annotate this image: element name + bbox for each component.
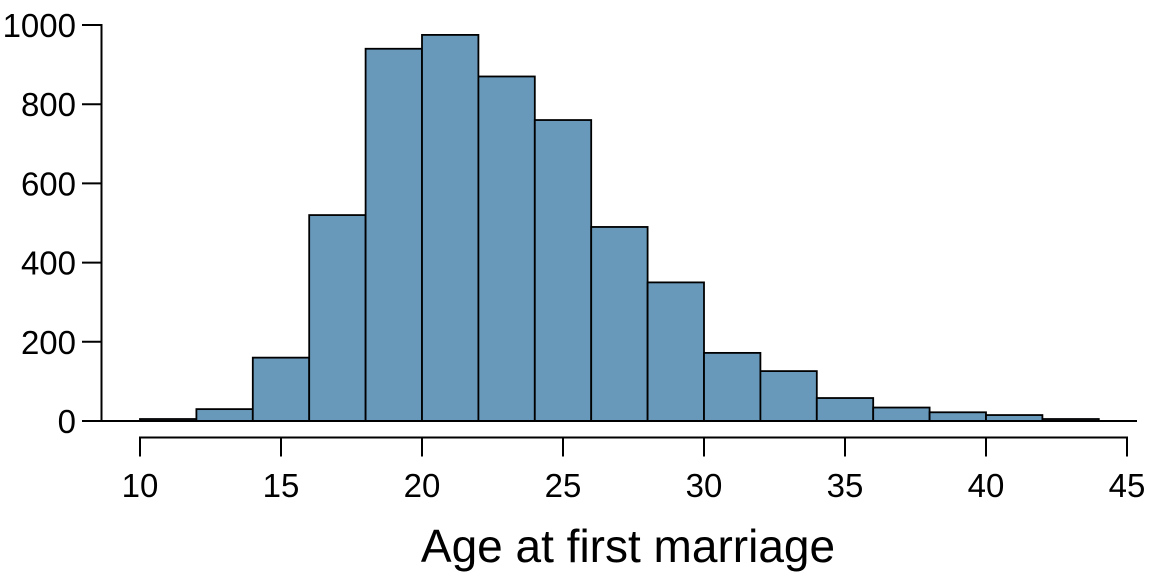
histogram-bar-26-28 <box>590 226 649 422</box>
x-axis-title: Age at first marriage <box>421 520 835 572</box>
y-tick-label-800: 800 <box>21 86 76 123</box>
histogram-bar-12-14 <box>195 408 254 422</box>
histogram-bar-38-40 <box>928 411 987 422</box>
x-tick-label-35: 35 <box>827 467 864 504</box>
x-tick-label-20: 20 <box>404 467 441 504</box>
x-tick-label-30: 30 <box>686 467 723 504</box>
x-tick-label-40: 40 <box>968 467 1005 504</box>
y-tick-label-0: 0 <box>58 403 76 440</box>
x-tick-label-45: 45 <box>1109 467 1146 504</box>
histogram-bar-16-18 <box>308 214 367 422</box>
y-tick-label-400: 400 <box>21 245 76 282</box>
y-tick-label-600: 600 <box>21 165 76 202</box>
histogram-bar-20-22 <box>421 34 480 422</box>
histogram-bar-36-38 <box>872 406 931 422</box>
y-tick-label-1000: 1000 <box>3 7 76 44</box>
histogram-bar-34-36 <box>815 397 875 422</box>
histogram-bar-18-20 <box>364 47 423 422</box>
histogram-bar-28-30 <box>646 281 705 422</box>
x-tick-label-25: 25 <box>545 467 582 504</box>
histogram-bar-30-32 <box>703 351 762 422</box>
x-axis: 10 15 20 25 30 35 40 45 <box>122 436 1146 504</box>
y-axis: 0 200 400 600 800 1000 <box>3 7 103 440</box>
histogram-bar-32-34 <box>759 370 818 422</box>
x-tick-label-15: 15 <box>263 467 300 504</box>
histogram-bars <box>139 34 1100 422</box>
y-tick-label-200: 200 <box>21 324 76 361</box>
x-tick-label-10: 10 <box>122 467 159 504</box>
histogram-bar-22-24 <box>477 75 536 422</box>
histogram-bar-24-26 <box>533 119 593 422</box>
histogram-bar-14-16 <box>251 356 311 422</box>
